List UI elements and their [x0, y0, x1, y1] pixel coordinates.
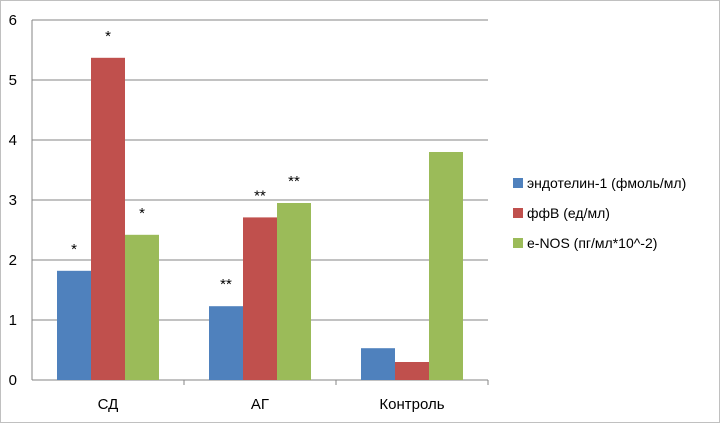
y-tick-label: 2	[9, 252, 17, 269]
y-tick-label: 6	[9, 12, 17, 29]
category-label: АГ	[251, 396, 269, 413]
legend-label: ффВ (ед/мл)	[527, 205, 610, 221]
legend-label: e-NOS (пг/мл*10^-2)	[527, 235, 657, 251]
bar	[361, 348, 395, 380]
data-label: *	[71, 241, 77, 258]
legend-swatch	[513, 238, 523, 248]
y-tick-label: 0	[9, 372, 17, 389]
y-tick-label: 3	[9, 192, 17, 209]
y-tick-label: 5	[9, 72, 17, 89]
bar	[91, 57, 125, 381]
data-label: **	[288, 173, 300, 190]
category-label: Контроль	[379, 396, 444, 413]
bar	[57, 270, 91, 380]
bar	[429, 152, 463, 380]
legend-swatch	[513, 178, 523, 188]
legend-swatch	[513, 208, 523, 218]
bar	[277, 203, 311, 380]
data-label: *	[139, 205, 145, 222]
legend-label: эндотелин-1 (фмоль/мл)	[527, 175, 686, 191]
data-label: **	[220, 276, 232, 293]
data-label: *	[105, 28, 111, 45]
y-tick-label: 4	[9, 132, 17, 149]
bar	[243, 217, 277, 380]
bar	[395, 362, 429, 380]
data-label: **	[254, 187, 266, 204]
bar	[209, 306, 243, 380]
category-label: СД	[98, 396, 119, 413]
y-tick-label: 1	[9, 312, 17, 329]
bar	[125, 234, 159, 380]
